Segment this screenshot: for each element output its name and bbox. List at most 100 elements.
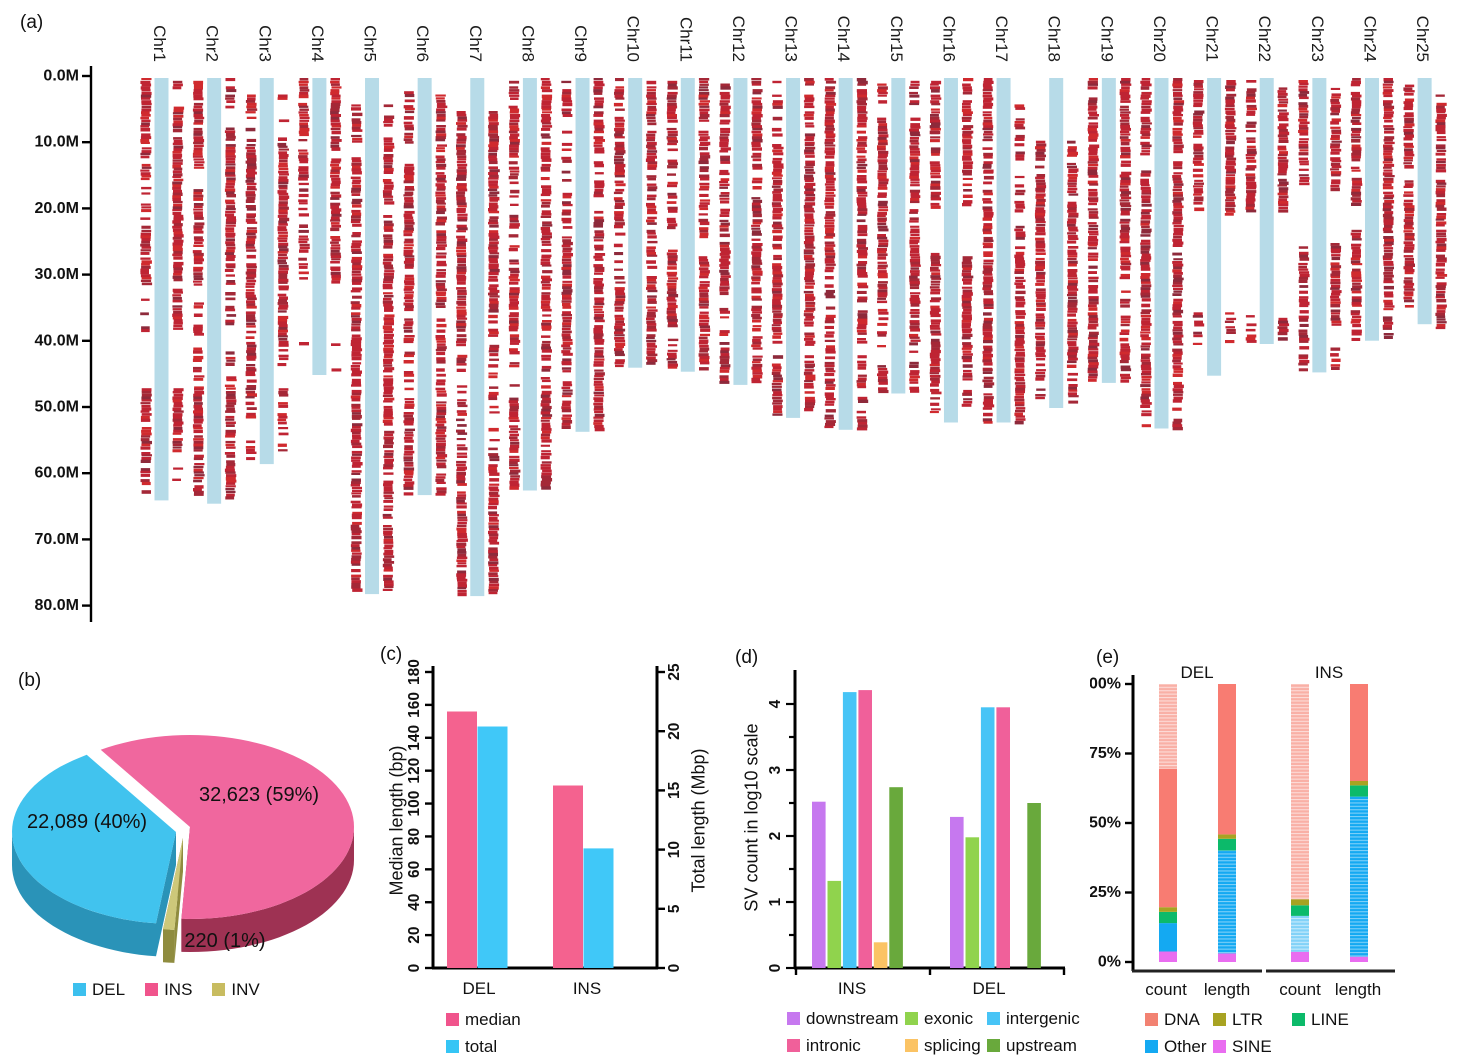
chr-name-label: Chr21 — [1203, 16, 1222, 62]
chromosome-chr12: Chr12 — [719, 16, 763, 385]
chromosome-chr11: Chr11 — [666, 17, 711, 372]
panel-b-pie-canvas — [12, 735, 354, 963]
e-segment-other — [1159, 923, 1177, 952]
e-barlabel-del-count: count — [1145, 980, 1187, 999]
c-right-tick: 15 — [666, 781, 683, 799]
chr-name-label: Chr13 — [782, 16, 801, 62]
chromosome-chr6: Chr6 — [403, 25, 448, 496]
chr-bar — [259, 78, 274, 465]
e-segment-sine — [1350, 956, 1368, 962]
e-y-tick: 25% — [1090, 884, 1121, 901]
e-segment-sine — [1159, 951, 1177, 962]
a-tick-label: 30.0M — [35, 266, 79, 283]
d-bar-downstream — [812, 801, 826, 968]
chr-name-label: Chr7 — [466, 25, 485, 62]
line-swatch-icon — [1292, 1013, 1305, 1026]
panel-e-stacked-canvas: 0% 25% 50% 75% 100% — [1090, 675, 1395, 973]
chr-marks-left — [982, 78, 995, 424]
chr-marks-left — [1034, 140, 1047, 400]
e-barlabel-del-length: length — [1203, 980, 1251, 999]
d-bar-downstream — [950, 816, 964, 968]
chr-marks-right — [1224, 80, 1237, 344]
chr-name-label: Chr24 — [1360, 16, 1379, 62]
pie-value-inv: 220 (1%) — [184, 930, 266, 952]
pie-legend-ins-label: INS — [164, 980, 193, 999]
chr-marks-left — [824, 78, 837, 429]
chromosome-chr15: Chr15 — [877, 16, 921, 394]
chr-marks-left — [1192, 80, 1205, 345]
a-tick-label: 10.0M — [35, 134, 79, 151]
ltr-swatch-icon — [1213, 1013, 1226, 1026]
chromosome-chr19: Chr19 — [1087, 16, 1132, 383]
chr-name-label: Chr19 — [1097, 16, 1116, 62]
d-bar-exonic — [965, 837, 980, 968]
chr-bar — [1154, 78, 1169, 429]
panel-c-label: (c) — [380, 644, 403, 665]
chr-bar — [1312, 78, 1327, 373]
chr-name-label: Chr23 — [1308, 16, 1327, 62]
chr-marks-left — [508, 80, 521, 490]
total-swatch-icon — [446, 1040, 459, 1053]
d-legend-intergenic-label: intergenic — [1006, 1009, 1080, 1028]
e-legend-sine: SINE — [1213, 1037, 1292, 1055]
chr-bar — [891, 78, 906, 394]
chr-name-label: Chr2 — [203, 25, 222, 62]
median-swatch-icon — [446, 1013, 459, 1026]
chromosome-chr22: Chr22 — [1245, 16, 1290, 344]
chromosome-chr17: Chr17 — [982, 16, 1026, 425]
chromosome-chr14: Chr14 — [824, 16, 869, 431]
chromosome-chr9: Chr9 — [561, 25, 606, 432]
c-category-del: DEL — [462, 979, 496, 998]
c-axes: 0 20 40 60 80 100 120 140 160 180 0 5 10 15 20 25 — [406, 659, 683, 972]
chr-marks-left — [350, 104, 363, 592]
chr-marks-right — [435, 94, 448, 496]
e-segment-ltr — [1291, 899, 1309, 906]
d-bar-exonic — [827, 880, 842, 968]
d-bar-intergenic — [980, 707, 995, 968]
panel-d-label: (d) — [735, 647, 759, 668]
e-barlabel-ins-length: length — [1334, 980, 1382, 999]
chr-bar — [417, 78, 432, 496]
chr-bar — [680, 78, 695, 372]
a-tick-label: 0.0M — [43, 68, 79, 85]
chr-marks-right — [961, 78, 974, 407]
chr-bar — [996, 78, 1011, 423]
c-left-tick: 180 — [406, 659, 423, 685]
chr-marks-right — [382, 104, 395, 591]
chromosome-chr24: Chr24 — [1350, 16, 1395, 341]
panel-e-label: (e) — [1096, 647, 1120, 668]
chromosome-chr8: Chr8 — [508, 25, 553, 491]
chr-marks-right — [751, 78, 763, 384]
c-left-axis-title: Median length (bp) — [386, 745, 407, 896]
chromosome-chr25: Chr25 — [1403, 16, 1448, 330]
e-legend-line-label: LINE — [1311, 1010, 1349, 1029]
ins-swatch-icon — [145, 983, 159, 996]
e-barlabel-ins-count: count — [1279, 980, 1321, 999]
e-segment-ltr — [1218, 834, 1236, 839]
e-legend-other-label: Other — [1164, 1037, 1207, 1055]
d-y-tick: 2 — [767, 832, 784, 841]
e-legend-dna-label: DNA — [1164, 1010, 1200, 1029]
e-segment-line — [1159, 912, 1177, 924]
d-legend-exonic-label: exonic — [924, 1009, 974, 1028]
d-y-tick: 0 — [767, 964, 784, 973]
c-legend: median total — [446, 1010, 521, 1055]
chromosome-chr16: Chr16 — [929, 16, 974, 423]
c-legend-median-label: median — [465, 1010, 521, 1029]
c-right-tick: 10 — [666, 841, 683, 858]
e-legend-ltr: LTR — [1213, 1010, 1292, 1030]
chr-name-label: Chr14 — [834, 16, 853, 62]
downstream-swatch-icon — [787, 1012, 800, 1025]
del-swatch-icon — [73, 983, 86, 996]
chr-bar — [1417, 78, 1432, 325]
chr-marks-left — [192, 80, 205, 496]
pie-slice-wall-del — [12, 832, 176, 957]
chr-marks-right — [856, 78, 869, 431]
c-left-tick: 80 — [406, 828, 423, 845]
a-tick-label: 40.0M — [35, 332, 79, 349]
d-group-del: DEL — [972, 979, 1006, 998]
a-tick-label: 50.0M — [35, 399, 79, 416]
chr-marks-right — [909, 80, 921, 393]
intergenic-swatch-icon — [987, 1012, 1000, 1025]
a-tick-label: 60.0M — [35, 465, 79, 482]
